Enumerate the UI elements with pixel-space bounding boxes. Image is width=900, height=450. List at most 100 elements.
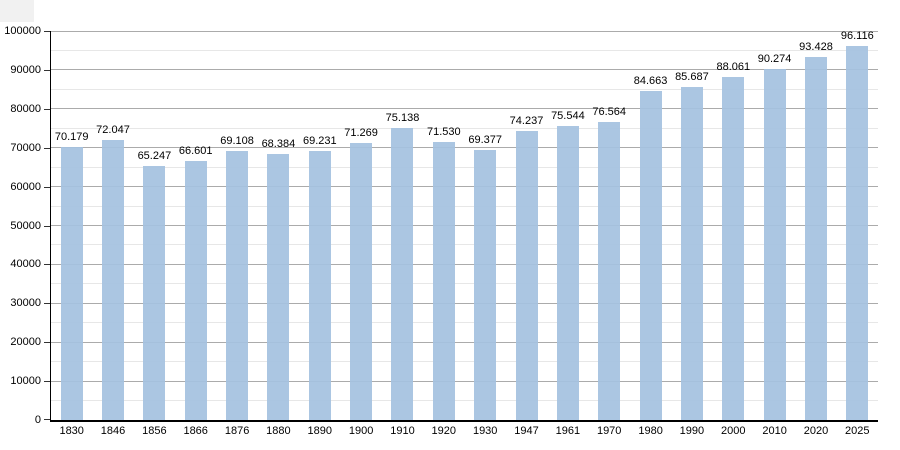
x-axis-label-1880: 1880 <box>266 425 291 437</box>
bar-2000 <box>722 77 745 420</box>
minor-gridline <box>51 322 878 323</box>
bar-value-label-2010: 90.274 <box>757 52 792 65</box>
y-axis-tick <box>44 147 50 149</box>
bar-value-label-1900: 71.269 <box>344 126 378 139</box>
bar-1890 <box>308 150 331 420</box>
major-gridline <box>51 381 878 382</box>
x-axis-label-1961: 1961 <box>555 425 581 437</box>
bar-1846 <box>102 139 125 420</box>
bar-1880 <box>267 154 290 420</box>
bar-1856 <box>143 166 166 420</box>
y-axis-tick <box>44 31 50 32</box>
y-axis-tick <box>44 419 50 420</box>
y-axis-tick-label: 100000 <box>4 25 41 37</box>
bar-1961 <box>556 126 579 420</box>
x-axis-label-1947: 1947 <box>514 425 539 437</box>
bar-value-label-1890: 69.231 <box>302 134 337 147</box>
major-gridline <box>51 31 878 32</box>
bar-1920 <box>432 141 455 420</box>
x-axis-label-2000: 2000 <box>721 425 746 437</box>
bar-1970 <box>598 122 621 420</box>
y-axis-tick-label: 0 <box>34 414 41 426</box>
x-axis-label-1856: 1856 <box>142 425 167 437</box>
bar-value-label-1930: 69.377 <box>468 134 503 147</box>
bar-2020 <box>804 56 827 420</box>
minor-gridline <box>51 50 878 51</box>
minor-gridline <box>51 283 878 284</box>
x-axis-label-2010: 2010 <box>762 425 787 437</box>
major-gridline <box>51 108 878 109</box>
page-corner-fragment <box>0 0 34 22</box>
bar-1990 <box>680 86 703 420</box>
bar-1980 <box>639 90 662 420</box>
x-axis-label-1920: 1920 <box>431 425 457 437</box>
major-gridline <box>51 186 878 187</box>
x-axis-label-1830: 1830 <box>59 425 84 437</box>
bar-1910 <box>391 127 414 420</box>
bar-2010 <box>763 68 786 420</box>
y-axis-tick <box>44 381 50 383</box>
bar-1900 <box>350 142 373 420</box>
bar-value-label-2025: 96.116 <box>840 30 874 43</box>
x-axis-label-1910: 1910 <box>390 425 415 437</box>
y-axis-tick-label: 90000 <box>10 63 41 76</box>
x-axis-label-1900: 1900 <box>348 425 374 437</box>
y-axis-tick-label: 40000 <box>10 258 41 271</box>
minor-gridline <box>51 361 878 362</box>
x-axis-label-1846: 1846 <box>100 425 126 437</box>
bar-value-label-1880: 68.384 <box>261 138 296 150</box>
bar-value-label-1846: 72.047 <box>96 123 130 136</box>
y-axis-tick-label: 50000 <box>10 219 41 232</box>
bar-value-label-2000: 88.061 <box>716 61 751 74</box>
bar-value-label-1910: 75.138 <box>385 111 420 124</box>
bar-value-label-1980: 84.663 <box>633 74 668 87</box>
major-gridline <box>51 147 878 148</box>
minor-gridline <box>51 167 878 168</box>
bar-1866 <box>184 160 207 420</box>
x-axis-label-1890: 1890 <box>307 425 333 437</box>
bar-value-label-1866: 66.601 <box>178 144 213 157</box>
bar-1930 <box>474 150 497 420</box>
x-axis-label-1930: 1930 <box>472 425 498 437</box>
plot-area: 0 10000 20000 30000 40000 50000 60000 70000 8000… <box>4 25 878 437</box>
bar-2025 <box>846 46 869 420</box>
bar-value-label-1920: 71.530 <box>426 125 461 138</box>
y-axis-tick-label: 60000 <box>10 180 41 193</box>
bar-value-label-1856: 65.247 <box>137 150 172 163</box>
y-axis-tick <box>44 69 50 71</box>
bar-value-label-1830: 70.179 <box>54 131 89 143</box>
x-axis-label-2025: 2025 <box>845 425 870 437</box>
x-axis-label-1980: 1980 <box>638 425 663 437</box>
bar-value-label-2020: 93.428 <box>799 40 833 53</box>
major-gridline <box>51 225 878 226</box>
minor-gridline <box>51 89 878 90</box>
minor-gridline <box>51 244 878 245</box>
y-axis-tick-label: 30000 <box>10 297 41 310</box>
y-axis-tick-label: 20000 <box>10 336 41 349</box>
x-axis-label-1876: 1876 <box>224 425 250 437</box>
bar-1830 <box>60 147 83 420</box>
x-axis-label-1970: 1970 <box>596 425 622 437</box>
y-axis-tick-label: 10000 <box>10 375 41 388</box>
x-axis-label-1990: 1990 <box>679 425 705 437</box>
y-axis-tick <box>44 303 50 305</box>
minor-gridline <box>51 206 878 207</box>
y-axis-tick <box>44 108 50 110</box>
y-axis-tick-label: 80000 <box>10 102 41 115</box>
x-axis-label-2020: 2020 <box>803 425 829 437</box>
bar-value-label-1970: 76.564 <box>592 106 627 119</box>
bar-value-label-1990: 85.687 <box>675 70 709 83</box>
minor-gridline <box>51 128 878 129</box>
bar-1876 <box>226 151 249 420</box>
y-axis-tick <box>44 186 50 188</box>
y-axis-tick-label: 70000 <box>10 141 41 154</box>
bar-value-label-1947: 74.237 <box>509 115 544 128</box>
y-axis-tick <box>44 264 50 266</box>
y-axis-tick <box>44 342 50 344</box>
x-axis-label-1866: 1866 <box>183 425 208 437</box>
y-axis-tick <box>44 225 50 227</box>
bar-1947 <box>515 131 538 420</box>
major-gridline <box>51 264 878 265</box>
bar-value-label-1961: 75.544 <box>551 110 585 123</box>
